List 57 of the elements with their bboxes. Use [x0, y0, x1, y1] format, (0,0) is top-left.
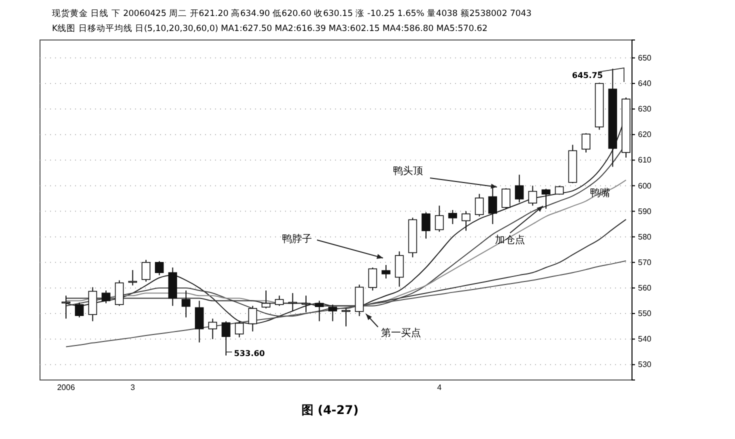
candlestick [208, 318, 218, 340]
candlestick [114, 280, 124, 306]
annotation: 加仓点 [495, 234, 525, 246]
candlestick [342, 308, 350, 327]
y-tick-label: 650 [638, 53, 652, 62]
candlestick [582, 132, 590, 153]
annotation: 鸭脖子 [282, 233, 312, 245]
candlestick [434, 205, 444, 232]
candlestick [394, 250, 404, 288]
annotation: 鸭头顶 [393, 165, 423, 177]
candlestick [368, 267, 378, 292]
candlestick [74, 302, 84, 318]
y-tick-label: 610 [638, 156, 652, 165]
y-tick-label: 630 [638, 104, 652, 114]
candlestick [274, 295, 284, 306]
text: 图 (4-27) [301, 403, 359, 417]
candlestick [314, 300, 324, 322]
y-tick-label: 580 [638, 232, 652, 242]
candlestick [194, 300, 204, 343]
candlestick [514, 174, 524, 203]
x-tick-label: 2006 [57, 383, 76, 392]
candlestick [234, 320, 244, 338]
chart-title: 现货黄金 日线 下 20060425 周二 开621.20 高634.90 低620.60 收630.15 涨 -10.25 1.65% 量4038 额2538002 7043 [52, 8, 532, 19]
candlestick [448, 210, 458, 225]
x-tick-label: 4 [437, 383, 442, 392]
candlestick [382, 264, 390, 280]
annotation: 645.75 [572, 71, 604, 80]
annotation: 533.60 [234, 349, 266, 358]
candlestick [88, 286, 98, 322]
chart-subtitle: K线图 日移动平均线 日(5,10,20,30,60,0) MA1:627.50 MA2:616.39 MA3:602.15 MA4:586.80 MA5:570.62 [52, 23, 488, 34]
candlestick [154, 260, 164, 276]
candlestick [462, 210, 470, 232]
candlestick [262, 290, 270, 309]
annotation: 鸭嘴 [590, 187, 610, 199]
candlestick [328, 304, 338, 322]
line-series [66, 260, 626, 348]
candlestick [502, 188, 510, 210]
y-tick-label: 600 [638, 181, 652, 190]
y-tick-label: 590 [638, 206, 652, 216]
annotation: 第一买点 [381, 327, 421, 339]
candlestick [542, 188, 550, 210]
y-tick-label: 550 [638, 309, 652, 318]
candlestick [528, 185, 538, 206]
candlestick [62, 295, 70, 320]
y-tick-label: 540 [638, 334, 652, 344]
x-tick-label: 3 [130, 383, 136, 392]
candlestick [422, 212, 430, 240]
y-tick-label: 530 [638, 360, 652, 370]
candlestick [474, 193, 484, 217]
candlestick [142, 259, 150, 282]
y-tick-label: 570 [638, 258, 652, 267]
y-tick-label: 640 [638, 79, 652, 88]
y-tick-label: 620 [638, 130, 652, 140]
y-tick-label: 560 [638, 284, 652, 293]
candlestick [102, 290, 110, 304]
candlestick [182, 290, 190, 318]
candlestick [248, 305, 258, 332]
